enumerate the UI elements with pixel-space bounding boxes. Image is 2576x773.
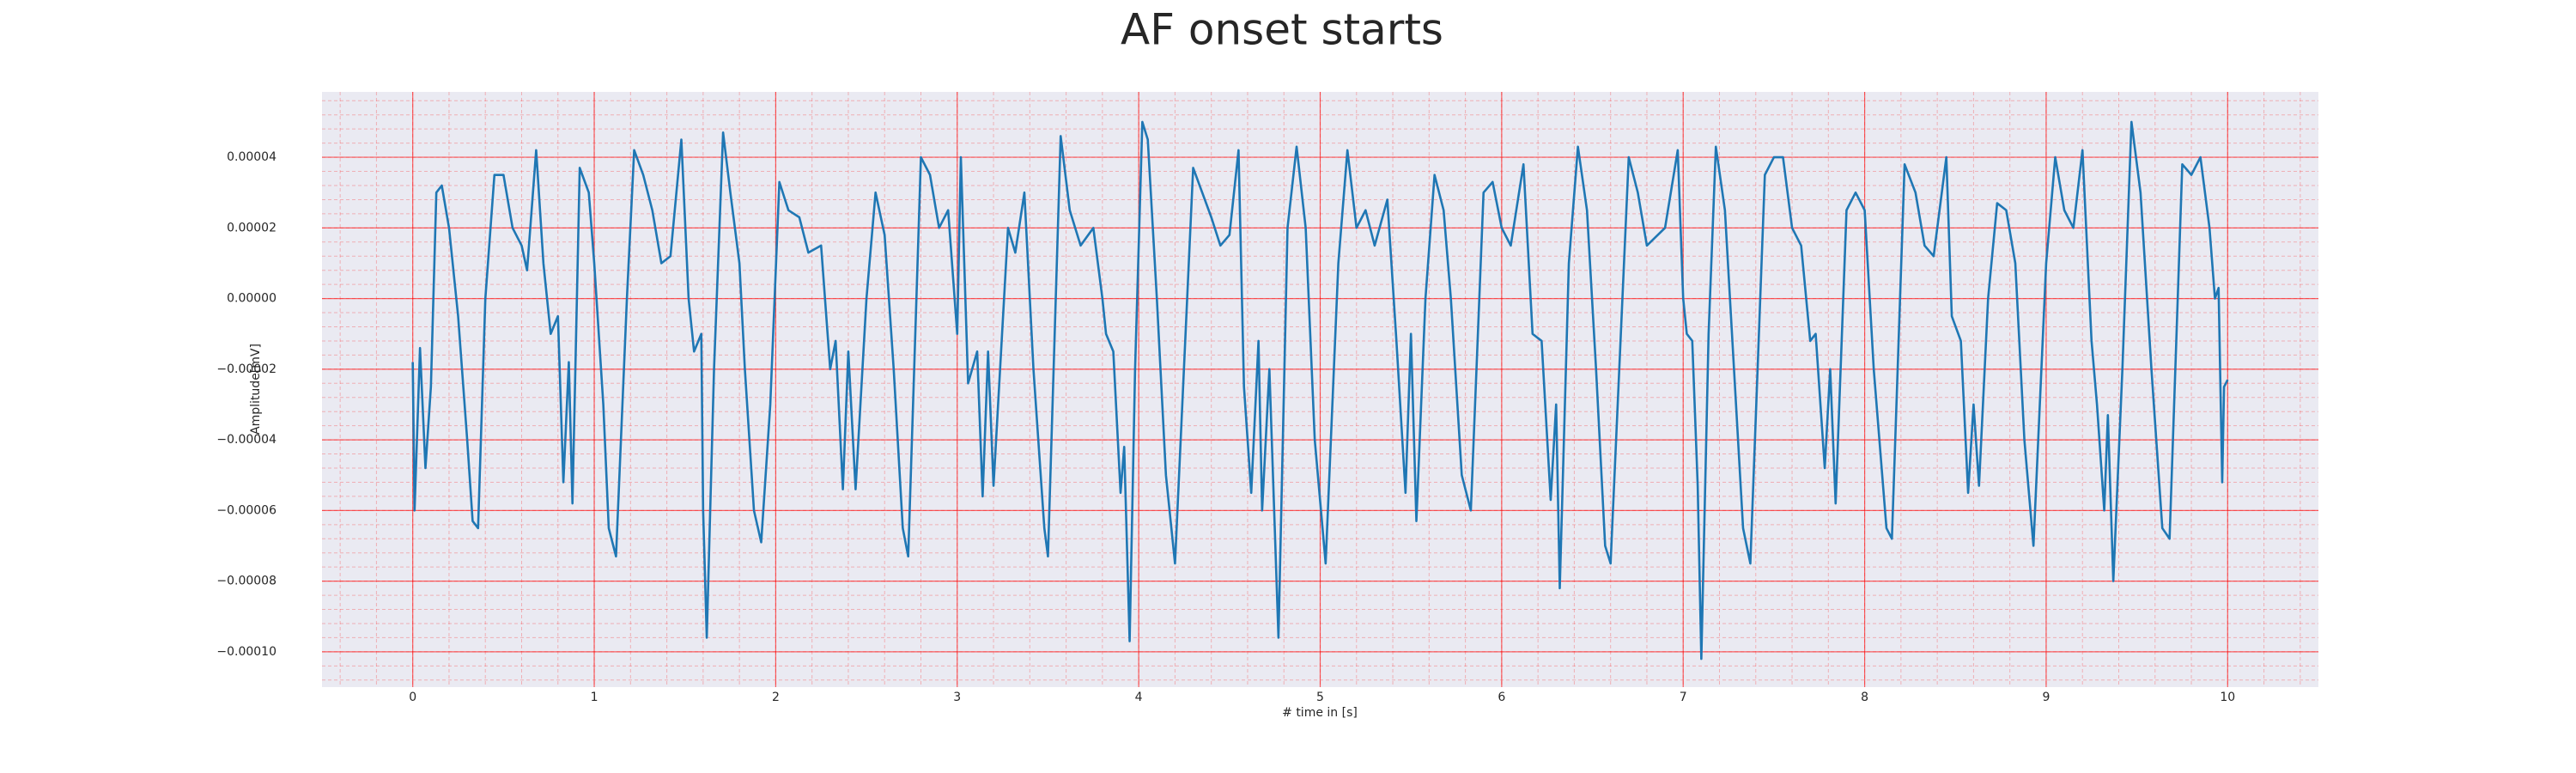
- y-tick-label: 0.00000: [227, 292, 276, 306]
- y-axis-label: Amplitude[mV]: [249, 344, 263, 435]
- chart-title: AF onset starts: [1121, 5, 1443, 55]
- x-tick-label: 8: [1861, 691, 1868, 704]
- y-tick-label: −0.00002: [216, 362, 276, 376]
- x-tick-label: 3: [953, 691, 961, 704]
- x-tick-label: 6: [1498, 691, 1505, 704]
- x-tick-label: 1: [591, 691, 598, 704]
- y-tick-label: −0.00006: [216, 503, 276, 517]
- x-tick-label: 5: [1316, 691, 1324, 704]
- x-tick-label: 9: [2042, 691, 2050, 704]
- y-tick-label: −0.00008: [216, 575, 276, 588]
- x-tick-label: 7: [1680, 691, 1687, 704]
- x-tick-label: 2: [772, 691, 780, 704]
- y-tick-label: −0.00004: [216, 433, 276, 447]
- y-tick-label: 0.00002: [227, 221, 276, 234]
- signal-line: [411, 120, 2229, 660]
- y-tick-label: −0.00010: [216, 645, 276, 659]
- x-tick-label: 4: [1135, 691, 1143, 704]
- y-tick-label: 0.00004: [227, 150, 276, 164]
- x-tick-label: 10: [2220, 691, 2235, 704]
- x-axis-label: # time in [s]: [1282, 706, 1358, 720]
- x-tick-label: 0: [409, 691, 416, 704]
